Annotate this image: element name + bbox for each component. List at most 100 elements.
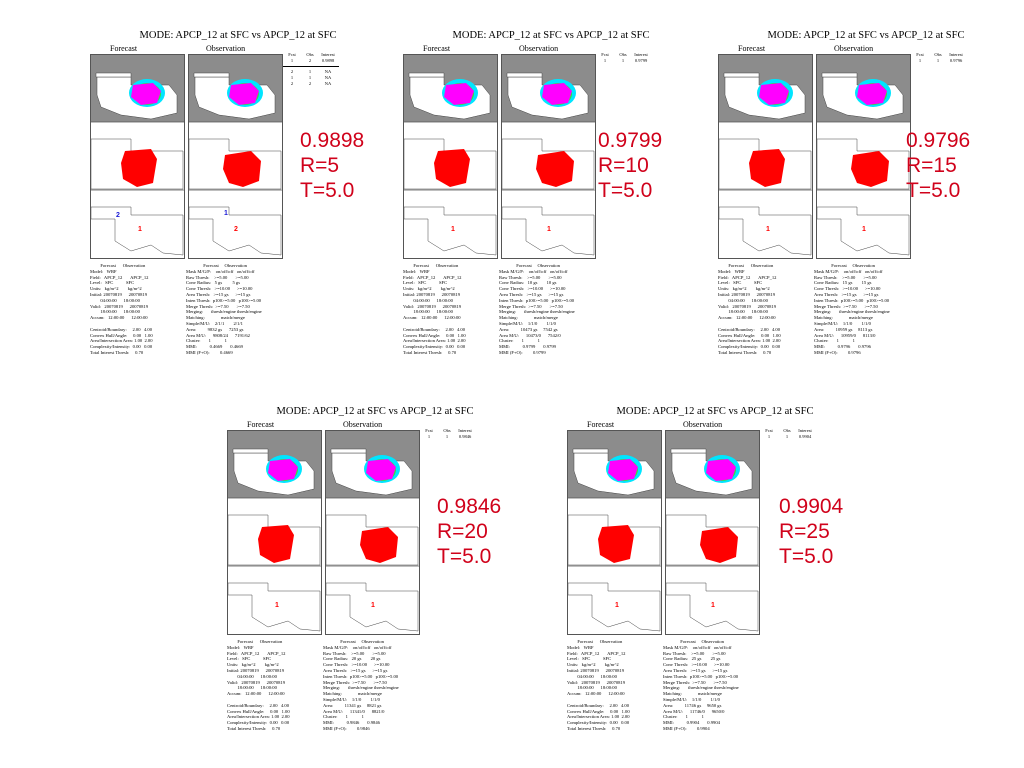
observation-label: Observation xyxy=(343,420,383,429)
annotation-thresh: T=5.0 xyxy=(300,179,355,202)
interest-header: Fcst Obs Interest xyxy=(283,52,363,58)
annotation-radius: R=25 xyxy=(779,520,830,543)
object-label: 1 xyxy=(766,226,770,233)
state-outline xyxy=(666,582,759,632)
state-outline xyxy=(502,206,595,256)
precip-high-area xyxy=(131,83,161,105)
annotation-score: 0.9904 xyxy=(779,495,844,518)
interest-table: Fcst Obs Interest 1 1 0.9904 xyxy=(760,428,840,440)
object-label: 1 xyxy=(224,210,228,217)
panhandle-outline xyxy=(95,72,132,78)
table-cell: NA xyxy=(324,69,332,74)
precip-high-area xyxy=(857,83,887,105)
precip-object xyxy=(700,527,738,563)
observation-label: Observation xyxy=(834,44,874,53)
header-cell: Fcst xyxy=(425,428,433,433)
panhandle-outline xyxy=(572,448,609,454)
mode-panel: MODE: APCP_12 at SFC vs APCP_12 at SFC Fo… xyxy=(565,406,865,756)
object-label: 1 xyxy=(711,602,715,609)
table-cell: 1 xyxy=(621,58,625,63)
panhandle-outline xyxy=(193,72,230,78)
forecast-label: Forecast xyxy=(423,44,451,53)
mode-panel: MODE: APCP_12 at SFC vs APCP_12 at SFC Fo… xyxy=(88,30,388,380)
object-label: 1 xyxy=(275,602,279,609)
forecast-map: 1 xyxy=(227,430,322,635)
table-cell: 2 xyxy=(290,81,294,86)
table-cell: 1 xyxy=(445,434,449,439)
observation-label: Observation xyxy=(519,44,559,53)
annotation-score: 0.9898 xyxy=(300,129,365,152)
precip-high-area xyxy=(268,459,298,481)
table-cell: NA xyxy=(324,81,332,86)
precip-object xyxy=(536,151,574,187)
observation-map: 1 xyxy=(816,54,911,259)
table-row: 1 1 NA xyxy=(283,75,363,81)
object-label: 2 xyxy=(116,212,120,219)
score-annotation: 0.9898 R=5 T=5.0 xyxy=(300,128,364,203)
panhandle-outline xyxy=(670,448,707,454)
precip-high-area xyxy=(444,83,474,105)
matching-metadata: Forecast Observation Mask M/G/P: on/off/… xyxy=(499,263,575,355)
table-row: 2 1 NA xyxy=(283,69,363,75)
forecast-label: Forecast xyxy=(587,420,615,429)
observation-map: 1 xyxy=(325,430,420,635)
observation-map: 1 xyxy=(665,430,760,635)
table-cell: 0.9904 xyxy=(798,434,812,439)
table-cell: 1 xyxy=(427,434,431,439)
precip-high-area xyxy=(706,459,736,481)
state-outline xyxy=(404,138,497,190)
precip-high-area xyxy=(366,459,396,481)
annotation-radius: R=15 xyxy=(906,154,957,177)
panhandle-outline xyxy=(330,448,367,454)
annotation-score: 0.9799 xyxy=(598,129,663,152)
header-cell: Interest xyxy=(634,52,648,57)
header-cell: Obs xyxy=(783,428,791,433)
header-cell: Fcst xyxy=(765,428,773,433)
table-divider xyxy=(283,66,339,67)
table-cell: 2 xyxy=(308,58,312,63)
table-cell: NA xyxy=(324,75,332,80)
precip-high-area xyxy=(542,83,572,105)
panhandle-outline xyxy=(723,72,760,78)
table-cell: 0.9846 xyxy=(458,434,472,439)
table-cell: 1 xyxy=(767,434,771,439)
table-cell: 0.9799 xyxy=(634,58,648,63)
state-outline xyxy=(568,514,661,566)
forecast-metadata: Forecast Observation Model: WRF Field: A… xyxy=(90,263,153,355)
header-cell: Fcst xyxy=(601,52,609,57)
state-outline xyxy=(502,138,595,190)
annotation-thresh: T=5.0 xyxy=(779,545,834,568)
table-cell: 0.9796 xyxy=(949,58,963,63)
object-label: 1 xyxy=(547,226,551,233)
precip-high-area xyxy=(759,83,789,105)
matching-metadata: Forecast Observation Mask M/G/P: on/off/… xyxy=(663,639,739,731)
table-cell: 2 xyxy=(290,69,294,74)
header-cell: Interest xyxy=(949,52,963,57)
precip-object xyxy=(598,525,634,563)
header-cell: Interest xyxy=(458,428,472,433)
state-outline xyxy=(91,138,184,190)
precip-object xyxy=(258,525,294,563)
table-cell: 1 xyxy=(785,434,789,439)
state-outline xyxy=(817,206,910,256)
annotation-score: 0.9796 xyxy=(906,129,971,152)
mode-panel: MODE: APCP_12 at SFC vs APCP_12 at SFC Fo… xyxy=(401,30,701,380)
observation-label: Observation xyxy=(206,44,246,53)
annotation-score: 0.9846 xyxy=(437,495,502,518)
state-outline xyxy=(404,206,497,256)
forecast-metadata: Forecast Observation Model: WRF Field: A… xyxy=(403,263,466,355)
interest-table: Fcst Obs Interest 1 2 0.9898 2 1 NA 1 1 NA 2 2 NA xyxy=(283,52,363,87)
score-annotation: 0.9799 R=10 T=5.0 xyxy=(598,128,662,203)
table-cell: 1 xyxy=(918,58,922,63)
object-label: 1 xyxy=(138,226,142,233)
state-outline xyxy=(189,206,282,256)
header-cell: Interest xyxy=(321,52,335,57)
panhandle-outline xyxy=(408,72,445,78)
header-cell: Obs xyxy=(619,52,627,57)
precip-object xyxy=(749,149,785,187)
forecast-map: 1 xyxy=(567,430,662,635)
header-cell: Obs xyxy=(443,428,451,433)
interest-table: Fcst Obs Interest 1 1 0.9796 xyxy=(911,52,991,64)
object-label: 1 xyxy=(451,226,455,233)
